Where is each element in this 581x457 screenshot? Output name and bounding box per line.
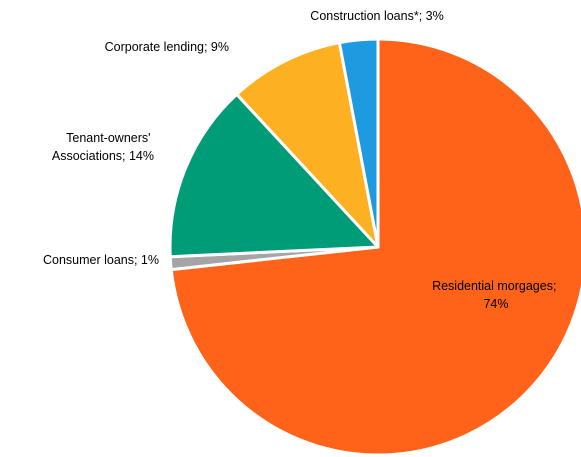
label-corporate-lending: Corporate lending; 9% <box>105 40 229 54</box>
label-construction-loans: Construction loans*; 3% <box>310 9 443 23</box>
label-tenant-owners-associations: Tenant-owners' Associations; 14% <box>52 131 154 163</box>
pie-slice-corporate-lending <box>235 41 380 249</box>
pie-slice-residential-morgages <box>169 37 581 457</box>
label-consumer-loans: Consumer loans; 1% <box>43 253 159 267</box>
pie-slice-construction-loans <box>337 37 380 249</box>
pie-slice-tenant-owners-associations <box>168 92 380 259</box>
pie-slices <box>168 37 581 457</box>
label-residential-morgages: Residential morgages; 74% <box>432 279 560 311</box>
